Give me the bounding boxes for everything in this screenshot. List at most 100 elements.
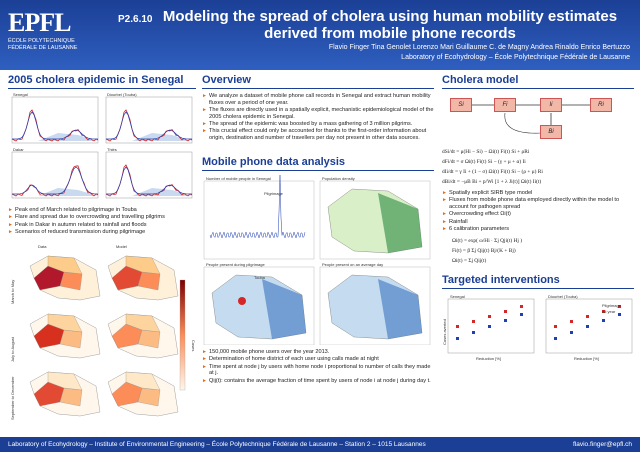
model-bullet: Fluxes from mobile phone data employed d… (442, 197, 634, 211)
int-panel-title: Senegal (450, 294, 465, 299)
data-bullet: Time spent at node j by users with home … (202, 364, 434, 378)
legend-all-year: All year (602, 309, 616, 314)
senegal-map (107, 255, 179, 300)
data-bullets: 150,000 mobile phone users over the year… (202, 349, 434, 384)
int-xlabel: Reduction [%] (476, 356, 501, 361)
mobile-figure: Number of mobile people in Senegal Pilgri… (203, 173, 431, 346)
node-f: Fi (494, 98, 516, 112)
overview-bullet: The fluxes are directly used in a spatia… (202, 107, 434, 121)
pilgrimage-point (570, 319, 573, 323)
node-s: Si (450, 98, 472, 112)
flux-equation: Ωi(t) = exp( ω/Hi · Σj Qji(t) Hj ) (452, 237, 523, 244)
equation: dIi/dt = γ Ii + (1 − σ) Ωi(t) Fi(t) Si −… (442, 169, 543, 175)
mobile-panel-title: People present on an average day (322, 262, 383, 267)
overview-bullet: We analyze a dataset of mobile phone cal… (202, 93, 434, 107)
map-row-label: September to December (10, 375, 15, 419)
all-year-point (456, 336, 459, 340)
logo-sub2: FÉDÉRALE DE LAUSANNE (8, 45, 78, 51)
section-heading-mobile: Mobile phone data analysis (202, 156, 434, 172)
pilgrimage-point (602, 309, 605, 313)
all-year-point (586, 324, 589, 328)
pilgrimage-point (456, 324, 459, 328)
timeseries-panel: Thiès (105, 147, 193, 199)
int-xlabel: Reduction [%] (574, 356, 599, 361)
node-i: Ii (540, 98, 562, 112)
compartment-diagram: Si Fi Ii Ri Bi (442, 93, 634, 143)
logo-text: EPFL (8, 8, 71, 37)
middle-column: Overview We analyze a dataset of mobile … (202, 74, 434, 385)
pilgrimage-annotation: Pilgrimage (264, 191, 284, 196)
ts-panel-title: Thiès (107, 147, 117, 152)
author-list: Flavio Finger Tina Genolet Lorenzo Mari … (328, 44, 630, 51)
touba-marker (238, 297, 246, 306)
poster-header: EPFL ÉCOLE POLYTECHNIQUE FÉDÉRALE DE LAU… (0, 0, 640, 70)
flux-equation: Ωi(t) = Σj Qij(t) (452, 257, 487, 264)
flux-equations: Ωi(t) = exp( ω/Hi · Σj Qji(t) Hj ) Fi(t) … (442, 236, 634, 266)
all-year-point (488, 324, 491, 328)
all-year-point (504, 318, 507, 322)
pilgrimage-point (618, 304, 621, 308)
diagram-arrows (472, 104, 590, 134)
pilgrimage-point (488, 314, 491, 318)
model-equations: dSi/dt = μ(Hi − Si) − Ωi(t) Fi(t) Si + ρ… (442, 147, 634, 187)
senegal-map (29, 371, 101, 416)
timeseries-grid: Senegal Diourbel (Touba) Dakar Thiès (8, 92, 196, 203)
equation: dBi/dt = −μB Bi + p/Wi [1 + λ Ji(t)] Ωi(… (442, 179, 542, 185)
epidemic-bullets: Peak end of March related to pilgrimage … (8, 207, 196, 236)
poster-footer: Laboratory of Ecohydrology – Institute o… (0, 437, 640, 452)
overview-bullets: We analyze a dataset of mobile phone cal… (202, 93, 434, 142)
section-heading-model: Cholera model (442, 74, 634, 89)
left-column: 2005 cholera epidemic in Senegal Senegal… (8, 74, 196, 430)
timeseries-panel: Dakar (11, 147, 99, 199)
all-year-point (618, 312, 621, 316)
flux-equation: Fi(t) = β Σj Qij(t) Bj/(K + Bj) (452, 247, 516, 254)
all-year-point (520, 312, 523, 316)
map-row-label: July to August (10, 336, 15, 362)
all-year-point (472, 330, 475, 334)
map-col-data: Data (38, 244, 47, 249)
senegal-map (29, 313, 101, 358)
mobile-panel: People present on an average day (319, 262, 431, 346)
pilgrimage-point (554, 324, 557, 328)
right-column: Cholera model Si Fi Ii Ri Bi dSi/dt = μ(… (442, 74, 634, 363)
ts-panel-title: Diourbel (Touba) (107, 93, 137, 97)
section-heading-interventions: Targeted interventions (442, 274, 634, 289)
node-b: Bi (540, 125, 562, 139)
rainfall-area (106, 188, 192, 196)
footer-address: Laboratory of Ecohydrology – Institute o… (8, 441, 426, 448)
footer-email[interactable]: flavio.finger@epfl.ch (573, 441, 632, 448)
mobile-panel-title: People present during pilgrimage (206, 262, 265, 267)
model-bullet: 6 calibration parameters (442, 226, 634, 233)
all-year-point (570, 330, 573, 334)
pilgrimage-point (504, 309, 507, 313)
timeseries-panel: Senegal (11, 92, 99, 144)
all-year-point (602, 318, 605, 322)
cases-maps-figure: Data Model March to May July to August Septe… (10, 244, 196, 420)
model-line (105, 166, 193, 195)
colorbar-label: Cases (191, 340, 196, 351)
rainfall-area (12, 188, 98, 196)
senegal-map (107, 313, 179, 358)
intervention-panel: Senegal Reduction [%] (447, 294, 535, 361)
epidemic-bullet: Peak in Dakar in autumn related to rainf… (8, 222, 196, 229)
node-r: Ri (590, 98, 612, 112)
overview-bullet: The spread of the epidemic was boosted b… (202, 121, 434, 128)
section-heading-epidemic: 2005 cholera epidemic in Senegal (8, 74, 196, 89)
map-grid: Data Model March to May July to August Septe… (8, 240, 196, 430)
epidemic-bullet: Peak end of March related to pilgrimage … (8, 207, 196, 214)
mobile-panel-title: Population density (322, 176, 355, 181)
mobile-panel: Number of mobile people in Senegal Pilgri… (203, 173, 315, 260)
overview-bullet: This crucial effect could only be accoun… (202, 128, 434, 142)
map-col-model: Model (116, 244, 127, 249)
model-bullet: Rainfall (442, 219, 634, 226)
timeseries-panel: Diourbel (Touba) (105, 92, 193, 144)
map-row-label: March to May (10, 279, 15, 303)
logo-sub1: ÉCOLE POLYTECHNIQUE (8, 38, 75, 44)
rainfall-area (106, 133, 192, 141)
senegal-map (107, 371, 179, 416)
colorbar (179, 279, 186, 390)
section-heading-overview: Overview (202, 74, 434, 89)
int-ylabel: Cases averted (442, 319, 447, 345)
epidemic-bullet: Scenarios of reduced transmission during… (8, 229, 196, 236)
pilgrimage-point (472, 319, 475, 323)
